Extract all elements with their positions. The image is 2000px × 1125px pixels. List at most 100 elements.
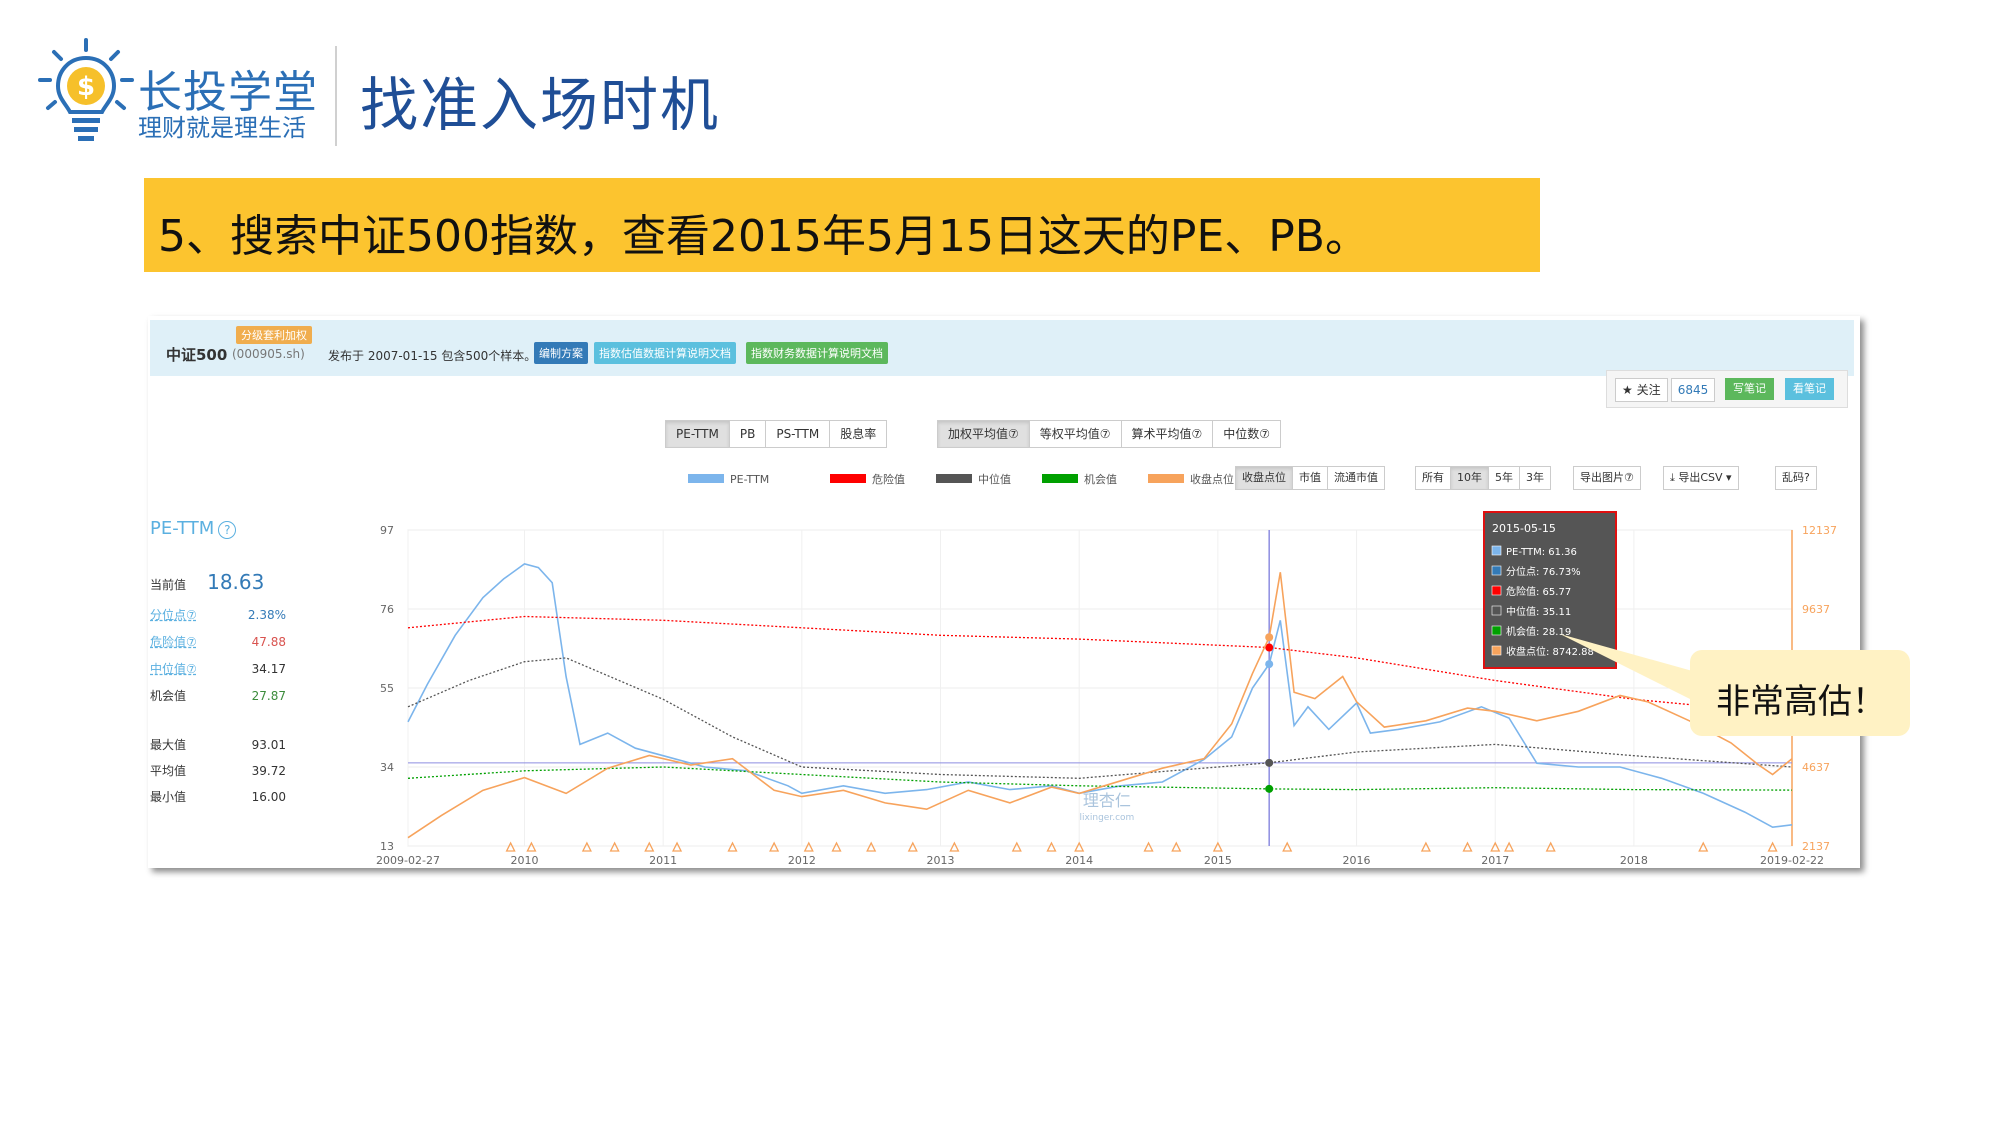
marker-triangle [866,841,877,852]
brand-name: 长投学堂 [138,67,318,118]
write-note-button[interactable]: 写笔记 [1725,378,1774,400]
follow-button[interactable]: ★ 关注 [1615,378,1668,402]
x-tick-label: 2017 [1481,854,1509,867]
stats-title: PE-TTM? [150,518,237,539]
highlight-point-收盘点位 [1265,633,1274,642]
average-tab-0[interactable]: 加权平均值⑦ [937,420,1030,448]
x-tick-label: 2019-02-22 [1760,854,1824,867]
series-line-收盘点位 [407,572,1793,839]
y-right-tick-label: 2137 [1802,840,1830,853]
range-tab-3[interactable]: 3年 [1519,466,1551,490]
export-csv-button[interactable]: ⤓ 导出CSV ▾ [1663,466,1739,490]
marker-triangle [1767,841,1778,852]
y-left-tick-label: 34 [380,761,394,774]
y-left-tick-label: 55 [380,682,394,695]
stat-label: 最小值 [150,790,187,804]
marker-triangle [644,841,655,852]
stat-value: 93.01 [251,738,286,752]
legend-label: 机会值 [1084,472,1117,486]
series-line-PE-TTM [407,563,1793,829]
y-left-tick-label: 13 [380,840,394,853]
stat-row: 最大值 93.01 [150,736,286,753]
legend-swatch [1148,474,1184,483]
tooltip-swatch [1491,565,1502,576]
metric-tab-3[interactable]: 股息率 [829,420,888,448]
x-tick-label: 2013 [927,854,955,867]
tooltip-item: 收盘点位: 8742.88 [1506,645,1594,658]
stat-label[interactable]: 危险值⑦ [150,635,197,649]
metric-tab-2[interactable]: PS-TTM [765,420,831,448]
average-tab-group: 加权平均值⑦ 等权平均值⑦ 算术平均值⑦ 中位数⑦ [937,420,1282,448]
marker-triangle [1143,841,1154,852]
x-tick-label: 2009-02-27 [376,854,440,867]
tooltip-item: PE-TTM: 61.36 [1506,547,1577,558]
lightbulb-dollar-icon: $ [38,38,134,141]
marker-triangle [949,841,960,852]
stat-label[interactable]: 分位点⑦ [150,608,197,622]
range-tab-0[interactable]: 所有 [1415,466,1451,490]
metric-tab-0[interactable]: PE-TTM [665,420,730,448]
secondary-series-group: 收盘点位 市值 流通市值 [1235,466,1385,490]
marker-triangle [1282,841,1293,852]
legend-swatch [688,474,724,483]
marker-triangle [1504,841,1515,852]
callout-text: 非常高估！ [1716,682,1886,722]
index-name: 中证500 [166,346,228,364]
marker-triangle [1420,841,1431,852]
tooltip-swatch [1491,645,1502,656]
legend-label: 危险值 [872,472,905,486]
y-left-tick-label: 76 [380,603,394,616]
secondary-tab-2[interactable]: 流通市值 [1327,466,1385,490]
average-tab-1[interactable]: 等权平均值⑦ [1028,420,1122,448]
x-tick-label: 2011 [649,854,677,867]
index-description: 发布于 2007-01-15 包含500个样本。 [328,349,537,363]
tooltip-item: 中位值: 35.11 [1506,605,1571,618]
series-line-机会值 [407,766,1793,791]
stat-row: 机会值 27.87 [150,687,286,704]
garbled-help-button[interactable]: 乱码? [1775,466,1817,490]
view-note-button[interactable]: 看笔记 [1785,378,1834,400]
stat-row: 分位点⑦ 2.38% [150,606,286,623]
tooltip-date: 2015-05-15 [1492,522,1556,535]
marker-triangle [526,841,537,852]
metric-tab-1[interactable]: PB [728,420,767,448]
legend-label: PE-TTM [730,473,769,486]
stat-label: 机会值 [150,689,187,703]
financial-doc-button[interactable]: 指数财务数据计算说明文档 [746,342,888,364]
range-tab-2[interactable]: 5年 [1488,466,1520,490]
marker-triangle [803,841,814,852]
tooltip-swatch [1491,585,1502,596]
stat-row: 中位值⑦ 34.17 [150,660,286,677]
stat-label: 最大值 [150,738,187,752]
tooltip-item: 危险值: 65.77 [1506,585,1571,598]
header-divider [335,46,337,146]
x-tick-label: 2014 [1065,854,1093,867]
svg-text:$: $ [77,72,95,102]
stat-value: 34.17 [251,662,286,676]
follow-count: 6845 [1671,378,1715,402]
marker-triangle [1074,841,1085,852]
stat-label[interactable]: 中位值⑦ [150,662,197,676]
stat-row: 平均值 39.72 [150,762,286,779]
valuation-doc-button[interactable]: 指数估值数据计算说明文档 [594,342,736,364]
export-image-button[interactable]: 导出图片⑦ [1573,466,1641,490]
index-info-bar: 分级套利加权 中证500 (000905.sh) 发布于 2007-01-15 … [150,320,1854,376]
time-range-group: 所有 10年 5年 3年 [1415,466,1551,490]
marker-triangle [671,841,683,852]
current-value: 18.63 [207,570,265,594]
stat-value: 39.72 [251,764,286,778]
average-tab-2[interactable]: 算术平均值⑦ [1120,420,1214,448]
stat-value: 2.38% [247,608,286,622]
stat-row: 危险值⑦ 47.88 [150,633,286,650]
watermark-text: 理杏仁 [1083,791,1131,810]
help-icon[interactable]: ? [218,521,237,539]
secondary-tab-0[interactable]: 收盘点位 [1235,466,1293,490]
legend-swatch [1042,474,1078,483]
range-tab-1[interactable]: 10年 [1450,466,1489,490]
methodology-button[interactable]: 编制方案 [534,342,588,364]
x-tick-label: 2018 [1620,854,1648,867]
y-right-tick-label: 9637 [1802,603,1830,616]
y-left-tick-label: 97 [380,524,394,537]
marker-triangle [1490,841,1501,852]
average-tab-3[interactable]: 中位数⑦ [1212,420,1282,448]
